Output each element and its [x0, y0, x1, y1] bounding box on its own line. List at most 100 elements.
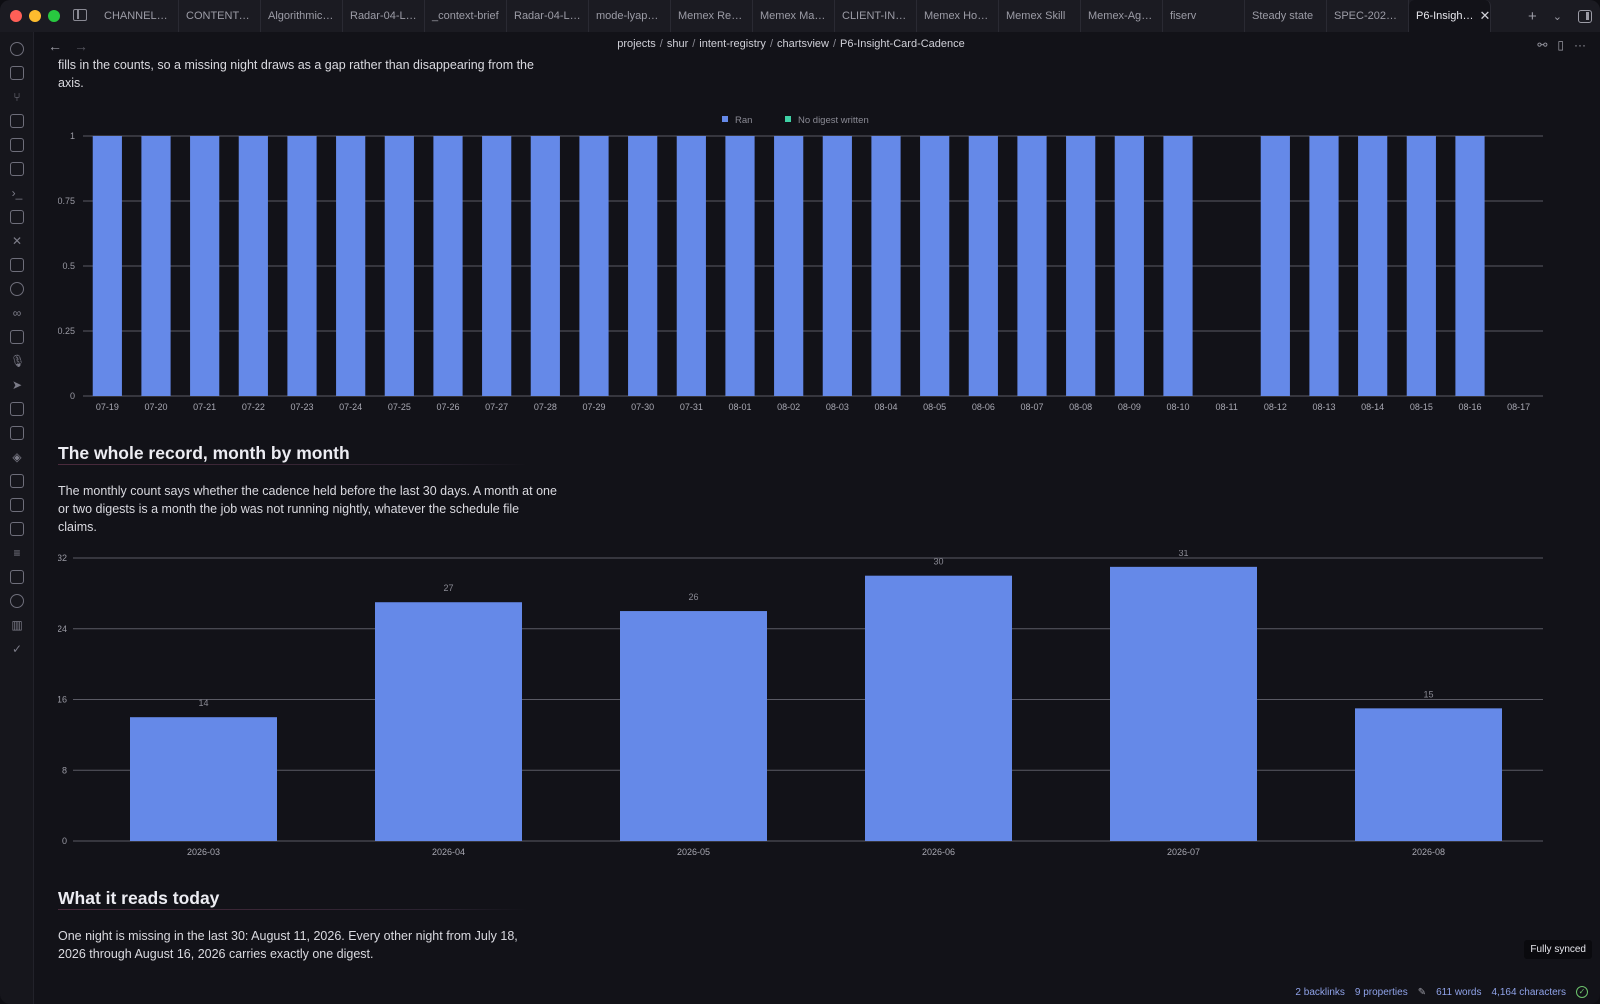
bar-ran	[725, 136, 755, 396]
columns-icon[interactable]	[10, 570, 24, 584]
breadcrumb-item[interactable]: chartsview	[777, 38, 829, 50]
bar-month	[620, 611, 767, 841]
x-tick-label: 07-19	[96, 402, 119, 412]
close-tab-icon[interactable]: ✕	[1479, 8, 1491, 23]
calendar-icon[interactable]	[10, 138, 24, 152]
reading-view-icon[interactable]: ▯	[1557, 38, 1564, 52]
heading-underline	[58, 464, 528, 465]
layout-icon[interactable]	[10, 426, 24, 440]
tab[interactable]: Memex Host…	[917, 0, 999, 32]
monthly-paragraph: The monthly count says whether the caden…	[58, 484, 557, 534]
canvas-icon[interactable]	[10, 258, 24, 272]
tab[interactable]: Steady state	[1245, 0, 1327, 32]
breadcrumb-item[interactable]: shur	[666, 38, 689, 50]
timer-icon[interactable]	[10, 594, 24, 608]
tab[interactable]: Memex Resp…	[671, 0, 753, 32]
breadcrumb-separator: /	[832, 38, 837, 50]
more-options-icon[interactable]: ···	[1574, 38, 1586, 52]
bar-ran	[530, 136, 560, 396]
data-label: 30	[933, 557, 943, 567]
chart-legend: Ran No digest written	[722, 115, 869, 126]
tab-active[interactable]: P6-Insigh… ✕	[1409, 0, 1491, 32]
check-icon[interactable]: ✓	[11, 642, 23, 656]
new-tab-icon[interactable]: +	[1528, 7, 1537, 25]
y-tick-label: 0	[62, 836, 67, 846]
x-tick-label: 2026-03	[187, 847, 220, 857]
tab[interactable]: SPEC-2026-…	[1327, 0, 1409, 32]
send-icon[interactable]: ➤	[11, 378, 23, 392]
forward-arrow-icon[interactable]: →	[74, 38, 88, 54]
search-icon[interactable]	[10, 42, 24, 56]
graph-icon[interactable]: ⑂	[13, 90, 21, 104]
bar-ran	[1309, 136, 1339, 396]
tab[interactable]: _context-brief	[425, 0, 507, 32]
right-sidebar-toggle-icon[interactable]	[1578, 9, 1592, 23]
tab[interactable]: Algorithmic D…	[261, 0, 343, 32]
x-tick-label: 07-31	[680, 402, 703, 412]
legend-label: No digest written	[798, 116, 869, 126]
tab[interactable]: Memex Skill	[999, 0, 1081, 32]
minimize-window-button[interactable]	[29, 10, 41, 22]
calendar-week-icon[interactable]	[10, 498, 24, 512]
bar-ran	[1406, 136, 1436, 396]
x-tick-label: 2026-06	[922, 847, 955, 857]
x-tick-label: 07-29	[582, 402, 605, 412]
x-tick-label: 08-13	[1312, 402, 1335, 412]
plugin-icon[interactable]	[10, 330, 24, 344]
intro-paragraph: fills in the counts, so a missing night …	[58, 58, 534, 90]
x-tick-label: 08-06	[972, 402, 995, 412]
file-icon[interactable]	[10, 66, 24, 80]
layers-icon[interactable]: ◈	[12, 450, 22, 464]
bar-ran	[871, 136, 901, 396]
back-arrow-icon[interactable]: ←	[48, 38, 62, 54]
graph-view-icon[interactable]: ⚯	[1537, 38, 1548, 52]
tab[interactable]: mode-lyapunov	[589, 0, 671, 32]
breadcrumb-item[interactable]: P6-Insight-Card-Cadence	[840, 38, 965, 50]
sidebar-toggle-icon[interactable]	[73, 9, 87, 21]
maximize-window-button[interactable]	[48, 10, 60, 22]
status-bar: 2 backlinks 9 properties ✎ 611 words 4,1…	[1295, 986, 1588, 998]
header-actions: ⚯ ▯ ···	[1537, 38, 1586, 52]
microphone-icon[interactable]: 🎙︎	[10, 354, 26, 368]
tools-icon[interactable]: ✕	[11, 234, 23, 248]
navigation-arrows: ← →	[48, 38, 88, 54]
tab[interactable]: CONTENT-M…	[179, 0, 261, 32]
breadcrumb-item[interactable]: intent-registry	[699, 38, 766, 50]
x-tick-label: 08-02	[777, 402, 800, 412]
backlinks-count[interactable]: 2 backlinks	[1295, 986, 1345, 998]
close-window-button[interactable]	[10, 10, 22, 22]
calendar-day-icon[interactable]	[10, 474, 24, 488]
clock-icon[interactable]	[10, 282, 24, 296]
properties-count[interactable]: 9 properties	[1354, 986, 1408, 998]
tab[interactable]: Memex Manu…	[753, 0, 835, 32]
x-tick-label: 08-08	[1069, 402, 1092, 412]
bar-chart-icon[interactable]: ▥	[11, 618, 23, 632]
copy-icon[interactable]	[10, 162, 24, 176]
terminal-icon[interactable]: ›_	[11, 186, 23, 200]
bar-ran	[1114, 136, 1144, 396]
bar-ran	[1017, 136, 1047, 396]
bar-month	[1110, 566, 1257, 841]
x-tick-label: 08-15	[1410, 402, 1433, 412]
edit-pencil-icon[interactable]: ✎	[1417, 986, 1427, 998]
breadcrumb-item[interactable]: projects	[617, 38, 656, 50]
tab[interactable]: CHANNEL-IN…	[97, 0, 179, 32]
list-icon[interactable]: ≡	[13, 546, 21, 560]
tab[interactable]: Radar-04-Liv…	[507, 0, 589, 32]
tab[interactable]: Radar-04-Liv…	[343, 0, 425, 32]
tab[interactable]: fiserv	[1163, 0, 1245, 32]
y-tick-label: 32	[58, 553, 67, 563]
checklist-icon[interactable]	[10, 210, 24, 224]
tab[interactable]: CLIENT-INTA…	[835, 0, 917, 32]
data-label: 27	[443, 583, 453, 593]
share-icon[interactable]: ∞	[12, 306, 22, 320]
monthly-svg: 0 8 16 24 32 14 2026-03 27 2026-04 26 2026-05 30 202…	[57, 548, 1543, 857]
chevron-down-icon[interactable]: ⌄	[1552, 10, 1562, 23]
task-icon[interactable]	[10, 522, 24, 536]
tab[interactable]: Memex-Agen…	[1081, 0, 1163, 32]
bar-ran	[1066, 136, 1096, 396]
sync-status-icon[interactable]: ✓	[1576, 986, 1588, 998]
image-icon[interactable]	[10, 402, 24, 416]
x-tick-label: 08-17	[1507, 402, 1530, 412]
grid-icon[interactable]	[10, 114, 24, 128]
